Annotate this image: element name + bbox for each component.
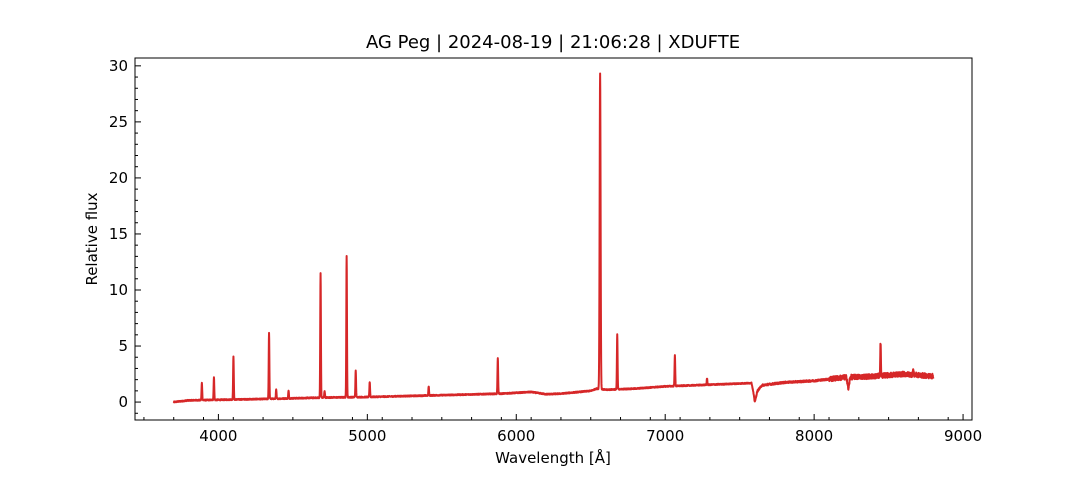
- chart-title: AG Peg | 2024-08-19 | 21:06:28 | XDUFTE: [366, 32, 740, 53]
- y-tick-label: 5: [118, 337, 128, 355]
- y-tick-label: 0: [118, 393, 128, 411]
- plot-area: [172, 72, 935, 404]
- y-axis-label: Relative flux: [83, 192, 101, 285]
- y-tick-label: 10: [109, 281, 128, 299]
- x-axis-ticks: 4000 5000 6000 7000 8000 9000: [143, 414, 982, 445]
- y-tick-label: 25: [109, 113, 128, 131]
- y-tick-label: 20: [109, 169, 128, 187]
- x-tick-label: 4000: [199, 427, 237, 445]
- x-tick-label: 6000: [497, 427, 535, 445]
- y-tick-label: 30: [109, 57, 128, 75]
- plot-frame: [134, 57, 973, 421]
- spectrum-line: [172, 72, 935, 404]
- x-tick-label: 8000: [795, 427, 833, 445]
- x-tick-label: 7000: [646, 427, 684, 445]
- x-tick-label: 5000: [348, 427, 386, 445]
- x-axis-label: Wavelength [Å]: [495, 448, 611, 467]
- y-axis-ticks: 0 5 10 15 20 25 30: [109, 57, 141, 414]
- x-tick-label: 9000: [944, 427, 982, 445]
- y-tick-label: 15: [109, 225, 128, 243]
